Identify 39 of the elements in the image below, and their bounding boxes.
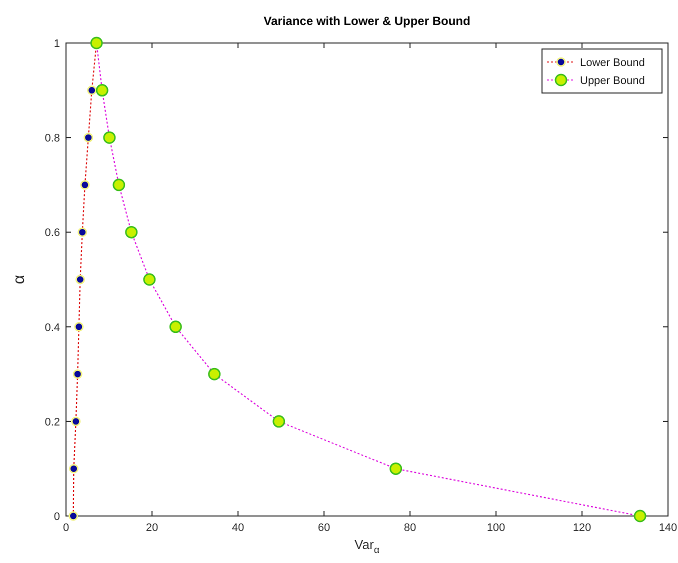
point xyxy=(103,131,116,144)
point xyxy=(68,464,78,474)
point xyxy=(74,322,84,332)
point xyxy=(68,511,78,521)
point xyxy=(125,226,138,238)
point xyxy=(169,320,182,334)
point xyxy=(208,368,221,380)
y-tick-label: 0.2 xyxy=(44,416,60,428)
x-tick-label: 0 xyxy=(62,522,70,534)
point xyxy=(84,132,94,142)
y-tick-label: 0.8 xyxy=(44,132,60,145)
x-tick-label: 20 xyxy=(146,522,158,534)
point xyxy=(634,510,646,522)
y-tick-label: 0.4 xyxy=(44,322,60,334)
point xyxy=(390,462,402,475)
y-tick-label: 0.6 xyxy=(44,227,60,240)
point xyxy=(75,274,85,284)
point xyxy=(72,369,82,379)
legend-label: Lower Bound xyxy=(580,57,645,69)
chart-title: Variance with Lower & Upper Bound xyxy=(264,14,470,28)
y-tick-label: 0 xyxy=(54,511,60,523)
point xyxy=(71,416,81,426)
point xyxy=(78,227,88,237)
x-tick-label: 60 xyxy=(318,522,330,534)
x-axis-title: Var$_{α}$ xyxy=(354,537,380,556)
y-tick-label: 1 xyxy=(54,38,60,50)
point xyxy=(272,415,286,428)
point xyxy=(87,86,97,96)
x-tick-label: 40 xyxy=(232,522,244,534)
y-axis-title: α xyxy=(11,274,28,284)
x-tick-label: 80 xyxy=(404,522,416,534)
point xyxy=(143,273,156,286)
x-tick-label: 100 xyxy=(486,522,506,534)
x-tick-label: 120 xyxy=(572,522,592,534)
legend-label: Upper Bound xyxy=(580,75,645,87)
point xyxy=(96,84,108,97)
point xyxy=(80,180,90,190)
x-tick-label: 140 xyxy=(658,522,678,534)
point xyxy=(112,178,126,192)
